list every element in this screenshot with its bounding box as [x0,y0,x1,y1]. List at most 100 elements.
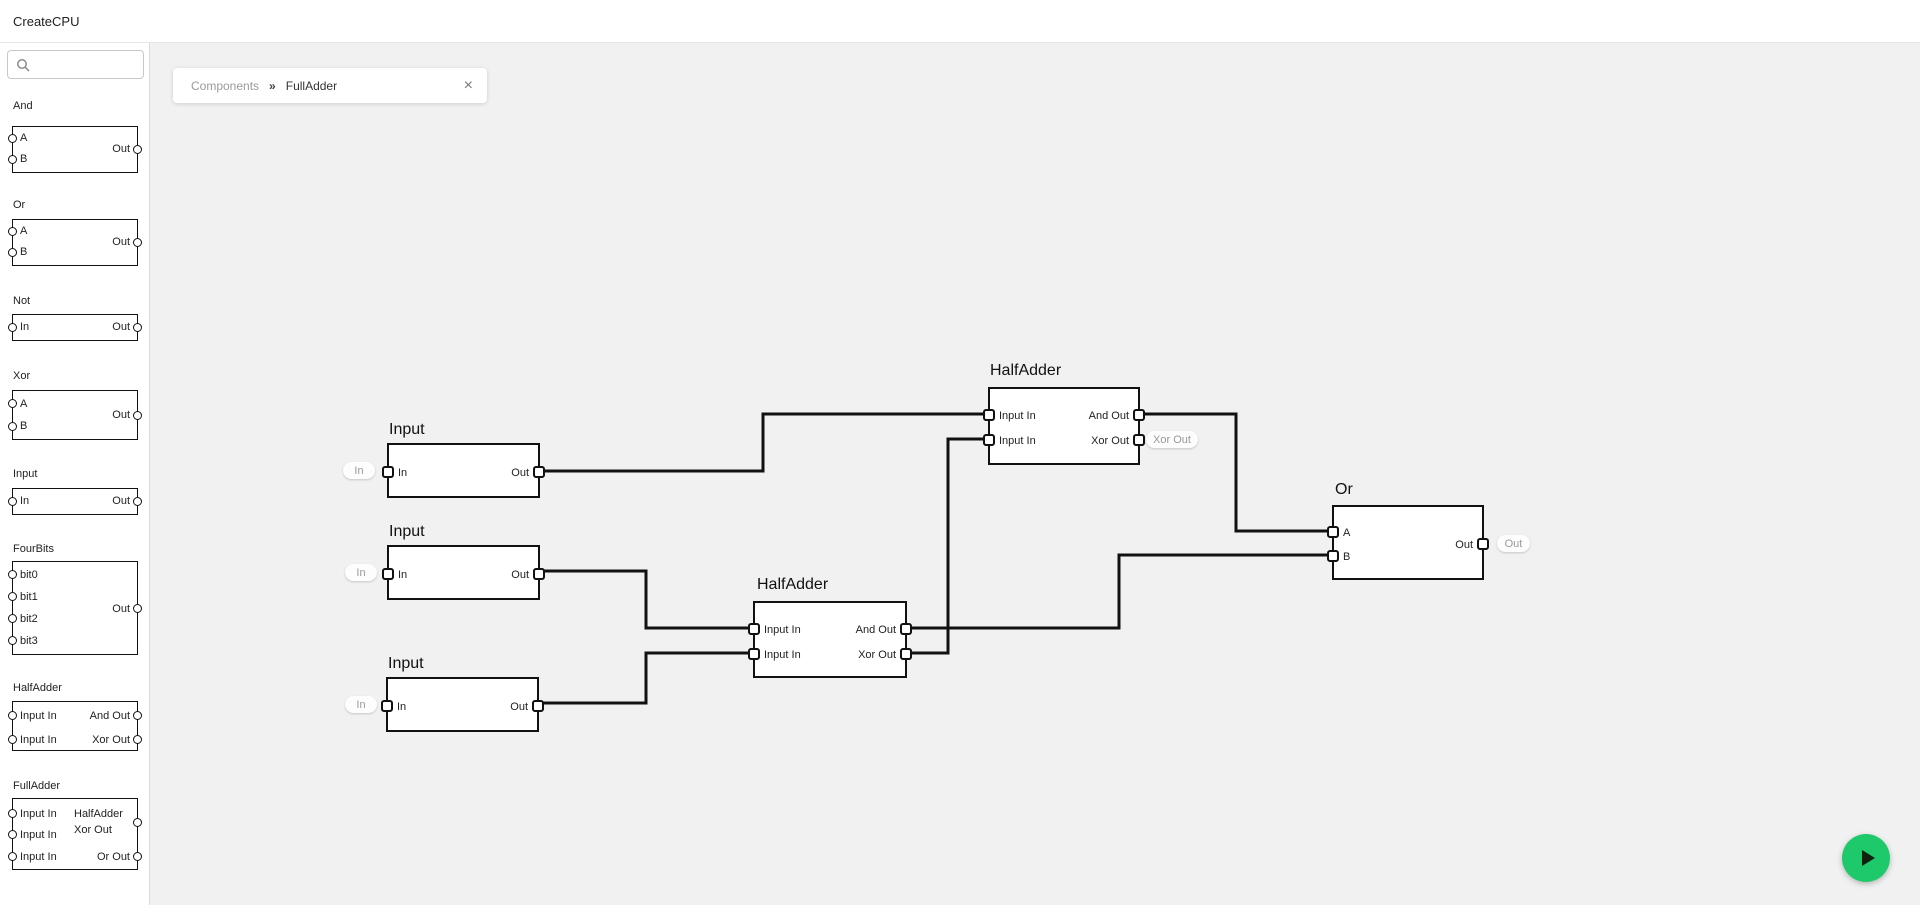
wire-halfadder2-xorout-to-halfadder1[interactable] [907,437,988,655]
wire-input1-to-halfadder1[interactable] [540,412,988,473]
node-title: HalfAdder [757,576,829,593]
port-in2-icon [8,830,17,839]
sidebar-item-input[interactable]: In Out [8,488,142,515]
close-tab-button[interactable]: × [463,76,473,94]
port-label: Out [112,495,130,507]
port-in1-icon[interactable] [748,623,760,635]
port-in2-icon [8,735,17,744]
editor-tab: Components » FullAdder × [173,68,487,103]
port-xorout-icon[interactable] [1133,434,1145,446]
port-in3-icon [8,852,17,861]
port-label: In [398,569,408,581]
run-button[interactable] [1842,834,1890,882]
port-label: Xor Out [858,649,896,661]
node-input-2[interactable]: In Out [382,545,545,600]
sidebar-item-halfadder[interactable]: Input In Input In And Out Xor Out [8,701,142,751]
port-label: HalfAdder Xor Out [74,808,123,836]
chevron-right-icon: » [269,78,276,93]
port-in-icon[interactable] [382,466,394,478]
port-label: In [20,321,30,333]
external-pin-label: In [345,564,377,581]
port-label: A [1343,527,1351,539]
port-bit3-icon [8,636,17,645]
port-label: Or Out [96,851,130,863]
port-out-icon [133,497,142,506]
port-label: Out [112,409,130,421]
port-label: bit2 [20,613,38,625]
port-xorout-icon[interactable] [900,648,912,660]
port-in-b-icon[interactable] [1327,550,1339,562]
node-halfadder-2[interactable]: Input In Input In And Out Xor Out [748,601,912,678]
port-label: Input In [20,851,57,863]
sidebar-item-fourbits[interactable]: bit0 bit1 bit2 bit3 Out [8,561,142,655]
port-andout-icon[interactable] [1133,409,1145,421]
port-label: Input In [764,624,801,636]
port-label: Input In [999,410,1036,422]
port-in-icon[interactable] [381,700,393,712]
port-label: A [20,132,28,144]
port-in1-icon[interactable] [983,409,995,421]
port-label: B [20,153,28,165]
port-bit0-icon [8,570,17,579]
wire-input2-to-halfadder2[interactable] [542,569,753,630]
node-title: Or [1335,481,1353,498]
wire-halfadder2-andout-to-or-b[interactable] [907,553,1332,630]
external-pin-label: In [345,696,377,713]
port-in-a-icon [8,399,17,408]
play-icon [1862,850,1875,866]
search-input[interactable] [34,52,143,79]
port-in-b-icon [8,155,17,164]
wire-input3-to-halfadder2[interactable] [538,651,753,705]
port-out-icon[interactable] [532,700,544,712]
port-out-icon[interactable] [533,466,545,478]
sidebar-item-or[interactable]: A B Out [8,219,142,266]
port-label: Xor Out [92,734,130,746]
sidebar-item-label-not: Not [13,295,31,307]
port-label: Out [112,603,130,615]
sidebar-item-label-fourbits: FourBits [13,543,54,555]
external-pin-label: In [343,462,375,479]
port-out-icon [133,604,142,613]
port-label: Out [112,236,130,248]
port-in2-icon[interactable] [748,648,760,660]
breadcrumb-current: FullAdder [285,78,338,93]
port-out-icon[interactable] [1477,538,1489,550]
port-in2-icon[interactable] [983,434,995,446]
sidebar-item-not[interactable]: In Out [8,314,142,341]
port-andout-icon[interactable] [900,623,912,635]
port-in-icon[interactable] [382,568,394,580]
node-or-1[interactable]: A B Out [1327,505,1489,580]
external-pin-label: Xor Out [1146,431,1198,448]
port-label: B [1343,551,1351,563]
port-out-icon [133,238,142,247]
port-label: Out [510,701,528,713]
sidebar-item-xor[interactable]: A B Out [8,390,142,440]
wire-halfadder1-andout-to-or-a[interactable] [1140,412,1332,533]
port-label: And Out [855,624,896,636]
port-label: Out [1455,539,1473,551]
port-in-a-icon[interactable] [1327,526,1339,538]
port-label: In [398,467,408,479]
sidebar-item-fulladder[interactable]: Input In Input In Input In HalfAdder Xor… [8,798,142,870]
port-label: B [20,420,28,432]
port-xorout-icon [133,735,142,744]
node-input-3[interactable]: In Out [381,677,544,732]
port-label: Xor Out [1091,435,1129,447]
port-label: B [20,246,28,258]
port-label: bit0 [20,569,38,581]
top-bar: CreateCPU [0,0,1920,43]
external-pin-label: Out [1497,535,1530,552]
port-label: Out [112,321,130,333]
breadcrumb-components[interactable]: Components [191,78,260,93]
port-label: Input In [20,734,57,746]
node-title: HalfAdder [990,362,1062,379]
port-out-icon [133,323,142,332]
node-input-1[interactable]: In Out [382,443,545,498]
port-out-icon[interactable] [533,568,545,580]
node-title: Input [388,655,424,672]
sidebar-item-label-input: Input [13,468,38,480]
port-andout-icon [133,711,142,720]
sidebar-item-and[interactable]: A B Out [8,126,142,173]
app-title: CreateCPU [13,13,80,29]
node-halfadder-1[interactable]: Input In Input In And Out Xor Out [983,387,1145,465]
